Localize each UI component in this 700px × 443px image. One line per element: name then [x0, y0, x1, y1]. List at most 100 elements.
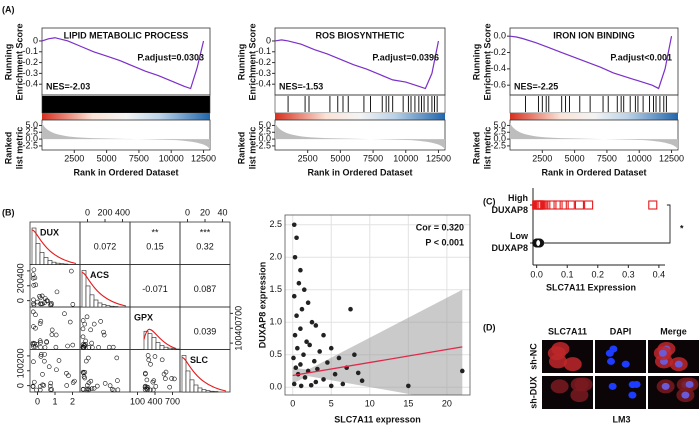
pairs-point: [39, 301, 44, 307]
pairs-point: [53, 332, 59, 338]
pairs-point: [67, 319, 73, 325]
pairs-point: [82, 375, 88, 381]
point: [298, 326, 303, 332]
y-axis-label: Enrichment Score: [14, 23, 24, 100]
histogram-bar: [197, 387, 203, 393]
pairs-point: [83, 338, 88, 344]
x-axis-label: Rank in Ordered Dataset: [541, 167, 646, 177]
point: [304, 339, 309, 345]
pairs-point: [33, 312, 38, 318]
pairs-point: [64, 383, 70, 388]
histogram-bar: [109, 305, 115, 308]
pairs-point: [86, 345, 92, 350]
histogram-bar: [39, 252, 45, 265]
metric-frame: [274, 119, 446, 151]
rank-colorbar: [42, 113, 210, 120]
cell-body: [570, 388, 589, 403]
pairs-point: [30, 383, 36, 389]
point: [302, 375, 308, 380]
point: [307, 342, 312, 348]
axis-tick-label: 700: [165, 396, 180, 406]
category-label: High DUXAP8: [491, 193, 528, 215]
y-tick-label: -0.3: [22, 68, 38, 78]
point: [292, 254, 298, 260]
metric-axis-label: list metric: [482, 127, 492, 170]
point: [291, 381, 297, 387]
micrograph: [595, 376, 646, 409]
pairs-point: [150, 387, 156, 393]
pairs-point: [145, 387, 150, 392]
axis-tick-label: 700: [233, 306, 243, 321]
point: [294, 235, 299, 241]
histogram-bar: [159, 345, 165, 350]
panel-label: (D): [483, 322, 496, 332]
point: [295, 345, 300, 351]
axis-tick-label: 40: [217, 207, 227, 217]
pairs-point: [83, 342, 88, 347]
pairs-point: [152, 354, 158, 359]
channel-label: Merge: [660, 326, 687, 336]
pairs-point: [54, 367, 59, 373]
pairs-point: [80, 326, 86, 332]
pairs-point: [65, 343, 70, 349]
variable-label: DUX: [40, 227, 59, 237]
metric-frame: [41, 119, 211, 151]
chart-title: ROS BIOSYNTHETIC: [315, 30, 405, 40]
point: [406, 383, 411, 389]
pairs-point: [31, 344, 36, 349]
point: [313, 323, 319, 328]
point: [348, 306, 353, 312]
variable-label: SLC: [190, 355, 209, 365]
pairs-point: [115, 378, 120, 383]
pairs-point: [163, 369, 169, 375]
x-tick-label: 5000: [97, 153, 117, 163]
pairs-point: [115, 387, 121, 393]
histogram-bar: [151, 337, 157, 350]
correlation-value: 0.039: [194, 327, 217, 337]
pairs-point: [70, 302, 76, 307]
nucleus: [674, 360, 683, 368]
point: [336, 355, 342, 361]
histogram-bar: [93, 299, 99, 308]
pairs-point: [159, 357, 165, 363]
pairs-point: [38, 340, 43, 345]
point: [340, 381, 346, 387]
pairs-point: [31, 267, 37, 273]
pairs-point: [41, 383, 47, 388]
x-tick-label: 5: [329, 398, 334, 408]
variable-label: ACS: [90, 270, 109, 280]
y-axis-label: DUXAP8 expression: [257, 262, 267, 349]
pairs-point: [88, 327, 93, 333]
x-axis-label: Rank in Ordered Dataset: [73, 167, 178, 177]
axis-tick-label: 1: [52, 396, 57, 406]
point: [298, 383, 304, 389]
pairs-point: [42, 345, 48, 350]
histogram-bar: [59, 263, 65, 265]
pairs-point: [40, 372, 45, 377]
pairs-point: [49, 387, 54, 392]
x-tick-label: 0.2: [592, 269, 605, 279]
metric-tick-label: 5.0: [493, 120, 506, 130]
y-tick-label: 0: [33, 35, 38, 45]
pairs-point: [35, 299, 40, 305]
pairs-cell: [129, 349, 181, 393]
axis-tick-label: 2: [70, 396, 75, 406]
point: [332, 371, 338, 377]
pairs-point: [90, 345, 95, 350]
y-tick-label: -0.4: [255, 79, 271, 89]
pairs-point: [101, 332, 107, 338]
metric-tick-label: 0.0: [258, 133, 271, 143]
significance-bracket: [542, 204, 671, 244]
x-tick-label: 2500: [298, 153, 318, 163]
pairs-point: [37, 321, 43, 326]
pairs-point: [62, 311, 67, 317]
histogram-bar: [163, 346, 169, 350]
pairs-point: [42, 352, 47, 357]
pairs-point: [83, 358, 89, 364]
histogram-bar: [51, 261, 57, 265]
pairs-point: [80, 345, 86, 350]
pairs-point: [88, 378, 94, 384]
x-tick-label: 7500: [363, 153, 383, 163]
metric-tick-label: 2.5: [258, 127, 271, 137]
nucleus: [608, 382, 617, 390]
